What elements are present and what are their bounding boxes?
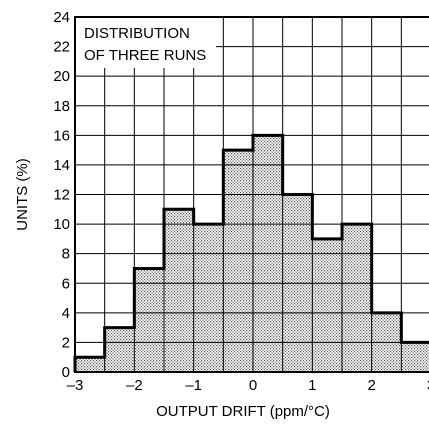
histogram-bar [134, 268, 164, 372]
chart-title-line-2: OF THREE RUNS [84, 47, 206, 64]
y-tick-label: 20 [53, 68, 70, 85]
histogram-bar [164, 209, 194, 372]
x-tick-label: 3 [427, 377, 429, 394]
y-tick-label: 8 [62, 246, 70, 263]
y-tick-label: 0 [62, 364, 70, 381]
y-tick-label: 14 [53, 157, 70, 174]
x-tick-label: –2 [126, 377, 143, 394]
histogram-bar [223, 150, 253, 372]
histogram-bar [342, 224, 372, 372]
x-tick-label: –1 [185, 377, 202, 394]
chart-title-background [76, 18, 216, 68]
y-tick-label: 24 [53, 9, 70, 26]
y-tick-label: 22 [53, 39, 70, 56]
y-tick-label: 4 [62, 305, 70, 322]
y-tick-label: 10 [53, 216, 70, 233]
y-tick-label: 16 [53, 127, 70, 144]
x-tick-label: 1 [308, 377, 316, 394]
histogram-bar [312, 238, 342, 372]
y-tick-label: 18 [53, 98, 70, 115]
y-tick-label: 2 [62, 334, 70, 351]
y-axis-title: UNITS (%) [14, 158, 31, 231]
plot-frame [74, 16, 429, 373]
histogram-bar [401, 342, 429, 372]
histogram-bar [104, 327, 135, 372]
histogram-bar [193, 224, 224, 372]
x-tick-label: 0 [249, 377, 257, 394]
chart-title-line-1: DISTRIBUTION [84, 25, 190, 42]
histogram-bar [75, 357, 105, 372]
x-axis-title: OUTPUT DRIFT (ppm/°C) [156, 403, 330, 420]
histogram-outline [73, 133, 429, 372]
x-tick-label: 2 [367, 377, 375, 394]
x-tick-label: –3 [67, 377, 84, 394]
y-tick-label: 6 [62, 275, 70, 292]
histogram-outline-path [73, 133, 429, 372]
y-tick-label: 12 [53, 187, 70, 204]
